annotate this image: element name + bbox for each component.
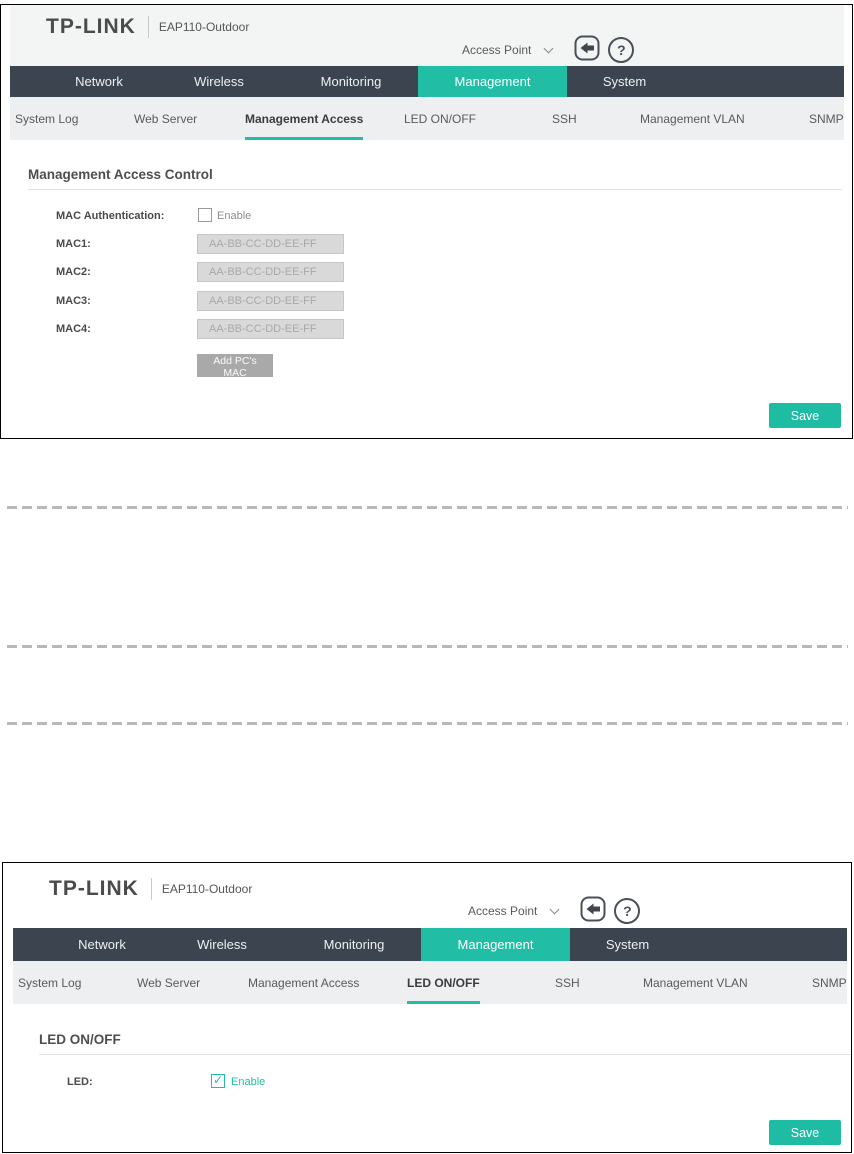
nav-tab-system[interactable]: System [602,74,647,89]
mac4-input[interactable] [197,319,344,339]
mode-select[interactable]: Access Point [462,43,532,57]
mac4-label: MAC4: [56,323,91,335]
mac-authentication-checkbox[interactable] [198,208,212,222]
mac-authentication-label: MAC Authentication: [56,210,165,222]
main-nav: Network Wireless Monitoring Management S… [10,66,844,97]
add-pcs-mac-button[interactable]: Add PC's MAC [197,354,273,379]
subnav-management-access[interactable]: Management Access [245,97,364,140]
tplink-logo: TP-LINK [49,877,139,900]
led-label: LED: [67,1076,93,1088]
subnav-led-on-off[interactable]: LED ON/OFF [407,961,480,1004]
mac1-input[interactable] [197,234,344,254]
subnav-web-server[interactable]: Web Server [134,111,198,126]
dashed-divider [7,645,848,648]
mac1-label: MAC1: [56,238,91,250]
brand-divider [150,878,152,900]
nav-tab-wireless[interactable]: Wireless [194,74,244,89]
device-model: EAP110-Outdoor [161,882,253,896]
led-content: LED ON/OFF LED: Enable Save [13,1004,851,1152]
page-title: Management Access Control [28,167,213,182]
dashed-divider [7,722,848,725]
device-model: EAP110-Outdoor [158,20,250,34]
brand-divider [147,16,149,38]
nav-tab-network[interactable]: Network [75,74,123,89]
subnav-web-server[interactable]: Web Server [137,975,201,990]
led-enable-checkbox[interactable] [211,1073,225,1088]
chevron-down-icon[interactable] [549,904,560,915]
back-arrow-icon[interactable] [574,35,600,66]
app-header: TP-LINK EAP110-Outdoor Access Point ? [10,5,844,66]
subnav-management-vlan[interactable]: Management VLAN [640,111,745,126]
app-screen: TP-LINK EAP110-Outdoor Access Point ? Ne… [13,863,851,1152]
nav-tab-system[interactable]: System [605,937,650,952]
header-controls: Access Point ? [468,896,641,927]
mac3-label: MAC3: [56,295,91,307]
mac2-label: MAC2: [56,266,91,278]
nav-tab-management[interactable]: Management [418,66,567,97]
subnav-snmp[interactable]: SNMP [809,111,844,126]
brand: TP-LINK EAP110-Outdoor [49,877,252,901]
sub-nav: System Log Web Server Management Access … [10,97,844,140]
nav-tab-monitoring[interactable]: Monitoring [323,937,385,952]
nav-tab-network[interactable]: Network [78,937,126,952]
chevron-down-icon[interactable] [543,43,554,54]
mac2-input[interactable] [197,262,344,282]
mac3-input[interactable] [197,291,344,311]
subnav-snmp[interactable]: SNMP [812,975,847,990]
title-rule [39,1054,851,1055]
save-button[interactable]: Save [769,1120,841,1145]
subnav-system-log[interactable]: System Log [18,975,82,990]
mode-select[interactable]: Access Point [468,904,538,918]
nav-tab-monitoring[interactable]: Monitoring [320,74,382,89]
subnav-management-access[interactable]: Management Access [248,975,360,990]
subnav-ssh[interactable]: SSH [552,111,577,126]
subnav-system-log[interactable]: System Log [15,111,79,126]
management-access-screenshot-panel: TP-LINK EAP110-Outdoor Access Point ? Ne… [0,4,853,439]
subnav-management-vlan[interactable]: Management VLAN [643,975,748,990]
nav-tab-wireless[interactable]: Wireless [197,937,247,952]
save-button[interactable]: Save [769,403,841,428]
sub-nav: System Log Web Server Management Access … [13,961,847,1004]
app-screen: TP-LINK EAP110-Outdoor Access Point ? Ne… [10,5,844,438]
app-header: TP-LINK EAP110-Outdoor Access Point ? [13,863,847,928]
brand: TP-LINK EAP110-Outdoor [46,15,249,39]
led-enable-label: Enable [231,1076,266,1088]
back-arrow-icon[interactable] [580,896,606,927]
tplink-logo: TP-LINK [46,15,136,38]
mac-authentication-enable-label: Enable [217,210,252,222]
subnav-ssh[interactable]: SSH [555,975,580,990]
led-on-off-screenshot-panel: TP-LINK EAP110-Outdoor Access Point ? Ne… [2,862,852,1153]
page-title: LED ON/OFF [39,1032,121,1047]
header-controls: Access Point ? [462,35,635,66]
management-access-content: Management Access Control MAC Authentica… [10,140,844,438]
subnav-led-on-off[interactable]: LED ON/OFF [404,111,477,126]
nav-tab-management[interactable]: Management [421,928,570,961]
title-rule [28,189,842,190]
help-icon[interactable]: ? [614,898,641,924]
dashed-divider [7,506,848,509]
help-icon[interactable]: ? [608,37,635,63]
main-nav: Network Wireless Monitoring Management S… [13,928,847,961]
